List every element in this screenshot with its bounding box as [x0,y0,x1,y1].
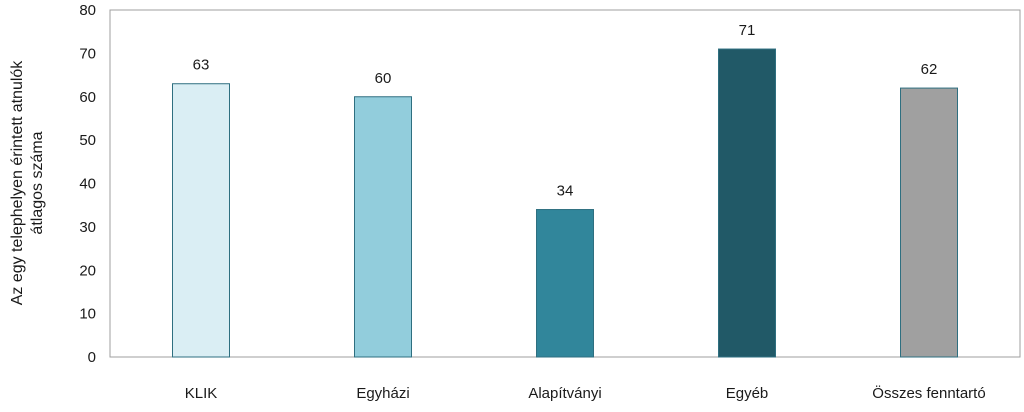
y-axis-title-line-1: Az egy telephelyen érintett atnulók [9,60,26,306]
y-tick-label: 20 [79,262,96,279]
y-tick-label: 10 [79,306,96,323]
bar [900,87,958,358]
y-axis-ticks: 0 10 20 30 40 50 60 70 80 [79,2,96,366]
plot-area: 63 60 34 71 62 [109,9,1021,358]
y-tick-label: 0 [88,349,96,366]
y-tick-label: 80 [79,2,96,19]
x-category-label: Alapítványi [528,385,601,402]
bar [172,83,230,358]
bar-value-label: 62 [921,61,938,78]
y-axis-title: Az egy telephelyen érintett atnulók átla… [9,60,46,306]
bar-value-label: 63 [193,57,210,74]
x-category-label: Egyéb [726,385,769,402]
bars [172,48,958,358]
y-tick-label: 40 [79,176,96,193]
y-tick-label: 70 [79,45,96,62]
x-category-label: Összes fenntartó [872,384,985,402]
bar-value-label: 34 [557,183,574,200]
y-tick-label: 30 [79,219,96,236]
data-labels: 63 60 34 71 62 [193,22,938,199]
bar [536,209,594,358]
x-axis-labels: KLIK Egyházi Alapítványi Egyéb Összes fennta… [185,384,986,402]
y-tick-label: 50 [79,132,96,149]
x-category-label: KLIK [185,385,218,402]
bar-value-label: 60 [375,70,392,87]
bar [718,48,776,358]
y-axis-title-line-2: átlagos száma [29,131,46,234]
x-category-label: Egyházi [356,385,409,402]
bar [354,96,412,358]
bar-value-label: 71 [739,22,756,39]
y-tick-label: 60 [79,89,96,106]
